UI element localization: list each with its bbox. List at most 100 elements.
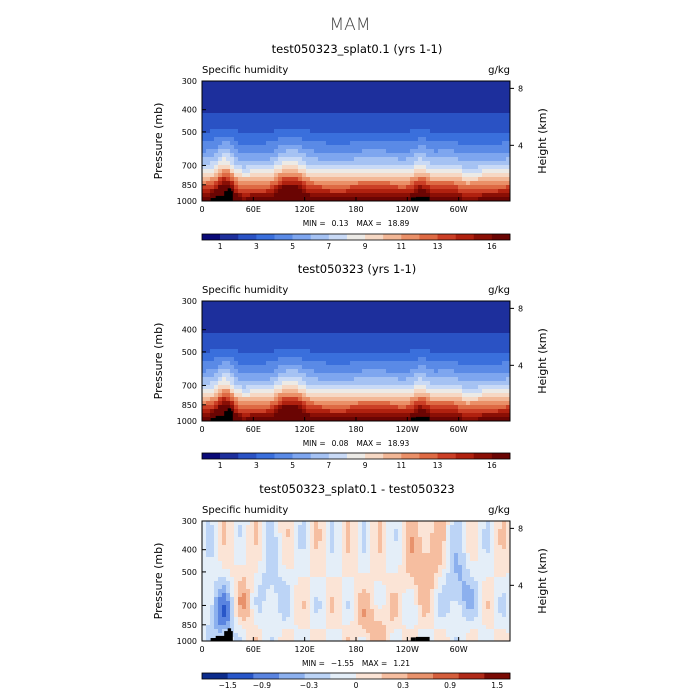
- contour-cell: [434, 129, 439, 134]
- contour-cell: [358, 305, 363, 310]
- contour-cell: [450, 381, 455, 386]
- contour-cell: [418, 105, 423, 110]
- contour-cell: [310, 529, 315, 534]
- contour-cell: [334, 521, 339, 526]
- contour-cell: [410, 377, 415, 382]
- contour-cell: [254, 133, 259, 138]
- contour-cell: [454, 405, 459, 410]
- contour-cell: [486, 337, 491, 342]
- contour-cell: [238, 129, 243, 134]
- contour-cell: [222, 309, 227, 314]
- contour-cell: [350, 337, 355, 342]
- contour-cell: [338, 361, 343, 366]
- contour-cell: [274, 145, 279, 150]
- contour-cell: [466, 333, 471, 338]
- contour-cell: [506, 85, 511, 90]
- contour-cell: [298, 321, 303, 326]
- contour-cell: [318, 373, 323, 378]
- contour-cell: [398, 149, 403, 154]
- contour-cell: [482, 301, 487, 306]
- contour-cell: [310, 361, 315, 366]
- contour-cell: [258, 133, 263, 138]
- contour-cell: [462, 309, 467, 314]
- contour-cell: [286, 521, 291, 526]
- contour-cell: [318, 397, 323, 402]
- contour-cell: [342, 305, 347, 310]
- contour-cell: [406, 153, 411, 158]
- contour-cell: [382, 401, 387, 406]
- contour-cell: [302, 397, 307, 402]
- contour-cell: [498, 141, 503, 146]
- contour-cell: [410, 389, 415, 394]
- contour-cell: [342, 121, 347, 126]
- contour-cell: [370, 333, 375, 338]
- contour-cell: [502, 121, 507, 126]
- contour-cell: [418, 193, 423, 198]
- contour-cell: [202, 389, 207, 394]
- contour-cell: [494, 325, 499, 330]
- contour-cell: [306, 149, 311, 154]
- contour-cell: [302, 81, 307, 86]
- contour-cell: [286, 181, 291, 186]
- contour-cell: [426, 393, 431, 398]
- contour-cell: [234, 81, 239, 86]
- contour-cell: [382, 113, 387, 118]
- contour-cell: [262, 101, 267, 106]
- contour-cell: [338, 405, 343, 410]
- contour-cell: [298, 401, 303, 406]
- contour-cell: [398, 177, 403, 182]
- contour-cell: [386, 313, 391, 318]
- contour-cell: [458, 353, 463, 358]
- contour-cell: [334, 89, 339, 94]
- contour-cell: [406, 125, 411, 130]
- contour-cell: [374, 373, 379, 378]
- contour-cell: [286, 169, 291, 174]
- contour-cell: [450, 397, 455, 402]
- contour-cell: [494, 89, 499, 94]
- contour-cell: [230, 133, 235, 138]
- contour-cell: [234, 333, 239, 338]
- contour-cell: [250, 117, 255, 122]
- contour-cell: [306, 137, 311, 142]
- contour-cell: [498, 345, 503, 350]
- contour-cell: [414, 321, 419, 326]
- contour-cell: [470, 81, 475, 86]
- contour-cell: [506, 141, 511, 146]
- contour-cell: [310, 97, 315, 102]
- contour-cell: [398, 117, 403, 122]
- contour-cell: [418, 145, 423, 150]
- contour-cell: [490, 165, 495, 170]
- contour-cell: [298, 405, 303, 410]
- contour-cell: [266, 389, 271, 394]
- contour-cell: [462, 113, 467, 118]
- contour-cell: [346, 85, 351, 90]
- contour-cell: [482, 525, 487, 530]
- contour-cell: [242, 389, 247, 394]
- contour-cell: [222, 81, 227, 86]
- contour-cell: [214, 309, 219, 314]
- contour-cell: [330, 349, 335, 354]
- contour-cell: [298, 197, 303, 202]
- contour-cell: [422, 345, 427, 350]
- contour-cell: [246, 129, 251, 134]
- contour-cell: [386, 81, 391, 86]
- contour-cell: [222, 97, 227, 102]
- contour-cell: [374, 137, 379, 142]
- contour-cell: [478, 525, 483, 530]
- contour-cell: [474, 81, 479, 86]
- contour-cell: [282, 129, 287, 134]
- contour-cell: [394, 369, 399, 374]
- contour-cell: [442, 377, 447, 382]
- contour-cell: [434, 141, 439, 146]
- contour-cell: [390, 401, 395, 406]
- contour-cell: [398, 89, 403, 94]
- contour-cell: [358, 329, 363, 334]
- contour-cell: [262, 393, 267, 398]
- contour-cell: [390, 133, 395, 138]
- contour-cell: [446, 109, 451, 114]
- contour-cell: [234, 305, 239, 310]
- contour-cell: [278, 369, 283, 374]
- contour-cell: [422, 405, 427, 410]
- contour-cell: [434, 193, 439, 198]
- x-tick-label: 0: [199, 205, 204, 214]
